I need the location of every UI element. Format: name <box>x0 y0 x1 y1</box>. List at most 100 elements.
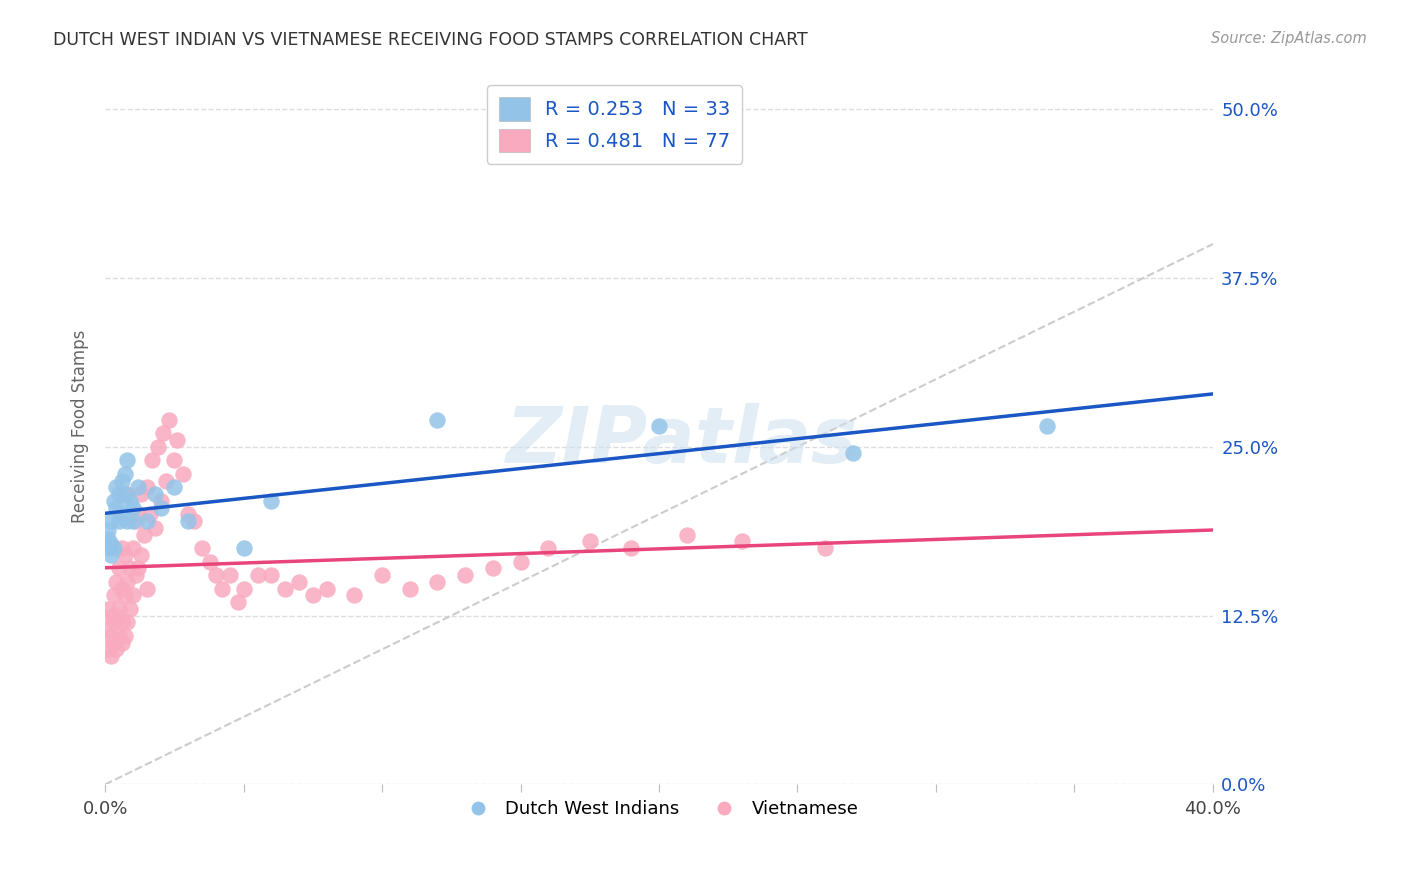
Point <box>146 440 169 454</box>
Point <box>111 541 134 555</box>
Point <box>578 534 600 549</box>
Point <box>149 493 172 508</box>
Point <box>103 541 125 555</box>
Point <box>143 521 166 535</box>
Point <box>191 541 214 555</box>
Point <box>232 541 254 555</box>
Point <box>105 608 128 623</box>
Point <box>152 426 174 441</box>
Point <box>111 582 134 596</box>
Point <box>97 622 120 636</box>
Point <box>114 467 136 481</box>
Point <box>108 561 131 575</box>
Point <box>302 588 325 602</box>
Point <box>398 582 420 596</box>
Point <box>127 480 149 494</box>
Point <box>108 514 131 528</box>
Point <box>218 568 240 582</box>
Point <box>108 629 131 643</box>
Point <box>260 493 283 508</box>
Point <box>426 574 449 589</box>
Point <box>814 541 837 555</box>
Point <box>163 480 186 494</box>
Point <box>226 595 249 609</box>
Point <box>97 642 120 657</box>
Point <box>100 548 122 562</box>
Point <box>149 500 172 515</box>
Point <box>138 508 160 522</box>
Point <box>246 568 269 582</box>
Point <box>108 602 131 616</box>
Point <box>260 568 283 582</box>
Point <box>117 487 139 501</box>
Point <box>135 480 157 494</box>
Point <box>120 602 142 616</box>
Point <box>163 453 186 467</box>
Point <box>97 532 120 546</box>
Point <box>111 635 134 649</box>
Point <box>135 514 157 528</box>
Point <box>97 602 120 616</box>
Point <box>100 537 122 551</box>
Point <box>103 588 125 602</box>
Point <box>675 527 697 541</box>
Point <box>274 582 297 596</box>
Text: DUTCH WEST INDIAN VS VIETNAMESE RECEIVING FOOD STAMPS CORRELATION CHART: DUTCH WEST INDIAN VS VIETNAMESE RECEIVIN… <box>53 31 808 49</box>
Point <box>288 574 311 589</box>
Point <box>114 588 136 602</box>
Point <box>124 568 146 582</box>
Point <box>100 629 122 643</box>
Point <box>117 574 139 589</box>
Point <box>105 642 128 657</box>
Point <box>103 635 125 649</box>
Point <box>127 508 149 522</box>
Point <box>122 588 145 602</box>
Point <box>211 582 233 596</box>
Point <box>205 568 228 582</box>
Point <box>120 561 142 575</box>
Point <box>537 541 560 555</box>
Point <box>132 527 155 541</box>
Point <box>114 548 136 562</box>
Point <box>100 514 122 528</box>
Point <box>343 588 366 602</box>
Point <box>177 514 200 528</box>
Point <box>105 574 128 589</box>
Point <box>129 487 152 501</box>
Point <box>111 508 134 522</box>
Point <box>172 467 194 481</box>
Point <box>315 582 337 596</box>
Point <box>842 446 865 460</box>
Point <box>97 524 120 538</box>
Point <box>426 413 449 427</box>
Point <box>509 555 531 569</box>
Point <box>127 561 149 575</box>
Point <box>143 487 166 501</box>
Point <box>200 555 222 569</box>
Point <box>232 582 254 596</box>
Point <box>111 615 134 630</box>
Point <box>105 500 128 515</box>
Point <box>114 487 136 501</box>
Point <box>155 474 177 488</box>
Point <box>122 541 145 555</box>
Point <box>122 500 145 515</box>
Point <box>103 615 125 630</box>
Point <box>124 514 146 528</box>
Point <box>103 493 125 508</box>
Text: Source: ZipAtlas.com: Source: ZipAtlas.com <box>1211 31 1367 46</box>
Point <box>135 582 157 596</box>
Point <box>117 514 139 528</box>
Point <box>482 561 505 575</box>
Point <box>371 568 394 582</box>
Point <box>105 480 128 494</box>
Point <box>648 419 671 434</box>
Point <box>166 433 188 447</box>
Point <box>731 534 754 549</box>
Point <box>620 541 643 555</box>
Point <box>177 508 200 522</box>
Text: ZIPatlas: ZIPatlas <box>505 403 858 479</box>
Point <box>97 541 120 555</box>
Point <box>129 548 152 562</box>
Point <box>122 514 145 528</box>
